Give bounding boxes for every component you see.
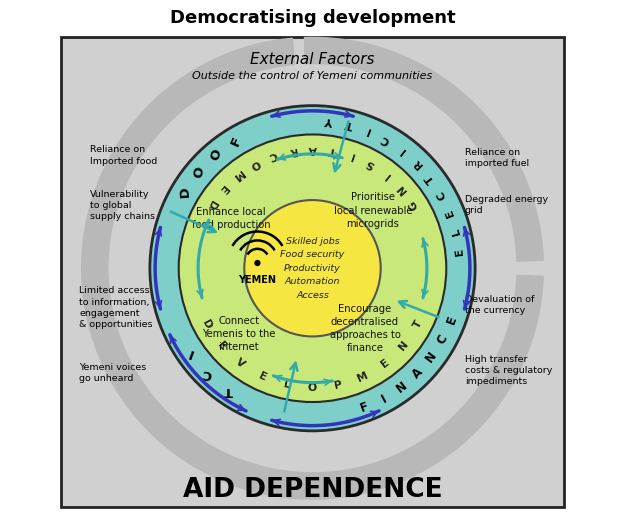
Text: I: I (364, 125, 372, 136)
Text: C: C (268, 149, 278, 161)
Text: D: D (178, 186, 192, 198)
Text: T: T (224, 384, 233, 397)
Text: O: O (308, 383, 317, 393)
Text: Connect
Yemenis to the
internet: Connect Yemenis to the internet (202, 316, 276, 352)
Text: Reliance on
Imported food: Reliance on Imported food (89, 145, 157, 166)
Text: E: E (444, 314, 459, 326)
Text: D: D (201, 318, 214, 331)
Text: Outside the control of Yemeni communities: Outside the control of Yemeni communitie… (192, 70, 432, 80)
Text: D: D (204, 198, 217, 211)
Text: I: I (349, 150, 356, 161)
Text: S: S (364, 157, 376, 170)
Text: E: E (444, 207, 456, 218)
Text: T: T (344, 118, 354, 130)
Circle shape (179, 135, 446, 402)
Circle shape (244, 200, 381, 337)
Text: F: F (228, 134, 244, 148)
FancyBboxPatch shape (61, 37, 564, 507)
Text: High transfer
costs & regulatory
impediments: High transfer costs & regulatory impedim… (464, 355, 552, 386)
Text: A: A (409, 366, 425, 381)
Text: I: I (398, 145, 407, 155)
Text: O: O (192, 166, 206, 178)
Text: E: E (454, 247, 466, 256)
Text: Reliance on
imported fuel: Reliance on imported fuel (464, 148, 529, 168)
Text: E: E (215, 340, 227, 352)
Text: N: N (397, 339, 411, 352)
Text: T: T (412, 319, 424, 330)
Text: Prioritise
local renewable
microgrids: Prioritise local renewable microgrids (334, 193, 412, 229)
Text: C: C (435, 332, 451, 347)
Text: Degraded energy
grid: Degraded energy grid (464, 195, 548, 215)
Text: C: C (380, 133, 392, 146)
Text: F: F (359, 400, 371, 415)
Circle shape (254, 260, 261, 266)
Text: M: M (231, 168, 245, 182)
Text: P: P (333, 379, 343, 391)
Text: Vulnerability
to global
supply chains: Vulnerability to global supply chains (89, 190, 154, 221)
Text: N: N (395, 182, 409, 196)
Text: Enhance local
food production: Enhance local food production (192, 207, 271, 230)
Text: Democratising development: Democratising development (170, 9, 456, 27)
Text: M: M (356, 370, 370, 383)
Text: N: N (423, 349, 439, 365)
Text: I: I (379, 392, 389, 405)
Text: T: T (328, 145, 337, 156)
Circle shape (150, 106, 475, 431)
Text: E: E (217, 183, 229, 195)
Text: O: O (248, 157, 261, 170)
Text: E: E (257, 371, 268, 383)
Text: I: I (382, 170, 392, 180)
Text: G: G (408, 198, 421, 211)
Polygon shape (304, 37, 543, 261)
Text: C: C (435, 189, 448, 201)
Text: L: L (451, 227, 462, 237)
Text: YEMEN: YEMEN (238, 275, 276, 285)
Text: AID DEPENDENCE: AID DEPENDENCE (182, 477, 442, 503)
Polygon shape (234, 276, 543, 499)
Polygon shape (82, 38, 294, 491)
Text: O: O (209, 148, 224, 162)
Text: C: C (202, 366, 213, 380)
Text: N: N (394, 379, 409, 395)
Text: Limited access
to information,
engagement
& opportunities: Limited access to information, engagemen… (79, 287, 152, 329)
Text: L: L (282, 379, 291, 391)
Text: V: V (234, 357, 246, 370)
Text: Encourage
decentralised
approaches to
finance: Encourage decentralised approaches to fi… (329, 304, 401, 353)
Text: E: E (379, 357, 391, 370)
Text: Skilled jobs
Food security
Productivity
Automation
Access: Skilled jobs Food security Productivity … (281, 237, 344, 300)
Text: Y: Y (325, 115, 334, 126)
Text: R: R (288, 145, 298, 156)
Text: Yemeni voices
go unheard: Yemeni voices go unheard (79, 363, 146, 383)
Text: Devaluation of
the currency: Devaluation of the currency (464, 295, 534, 315)
Text: A: A (308, 144, 317, 154)
Text: T: T (424, 172, 437, 185)
Text: R: R (411, 157, 424, 170)
Text: I: I (186, 346, 195, 359)
Text: External Factors: External Factors (250, 52, 375, 67)
